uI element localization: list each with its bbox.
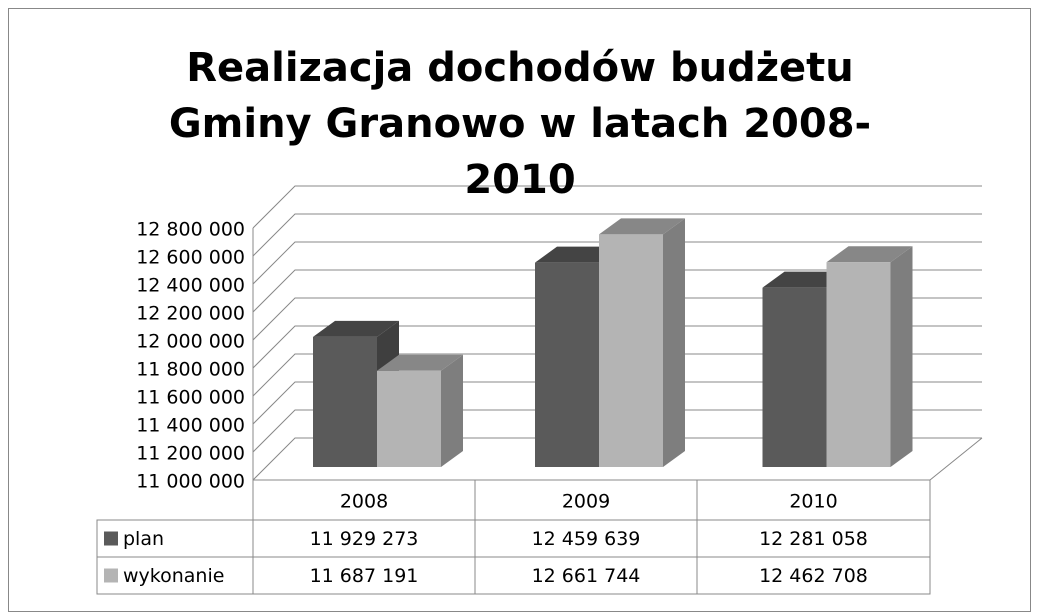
y-tick-label: 11 600 000 (136, 387, 245, 409)
grid-line (252, 185, 982, 229)
y-tick-label: 11 200 000 (136, 443, 245, 465)
y-tick-label: 12 400 000 (136, 275, 245, 297)
grid-line (252, 269, 982, 313)
legend-swatch (104, 531, 118, 546)
legend-label: plan (123, 528, 164, 550)
y-tick-label: 12 000 000 (136, 331, 245, 353)
bar-side (441, 354, 463, 467)
table-value: 11 929 273 (310, 528, 419, 550)
x-tick-label: 2008 (340, 491, 388, 513)
bar-top (313, 320, 399, 337)
bar-front (762, 287, 827, 467)
y-tick-label: 12 800 000 (136, 219, 245, 241)
chart-border (8, 8, 1031, 612)
bar-top (826, 246, 913, 263)
bar-front (599, 234, 663, 467)
chart-title: Realizacja dochodów budżetu Gminy Granow… (168, 45, 872, 203)
grid-line (252, 213, 982, 257)
bar-front (535, 262, 599, 467)
bar-side (663, 218, 685, 467)
table-value: 12 459 639 (532, 528, 641, 550)
grid-line (252, 241, 982, 285)
grid-line (252, 325, 982, 369)
x-tick-label: 2010 (789, 491, 837, 513)
table-value: 11 687 191 (310, 565, 419, 587)
table-value: 12 281 058 (759, 528, 868, 550)
grid-line (252, 297, 982, 341)
grid-line (252, 353, 982, 397)
bar (377, 354, 463, 467)
bar-front (313, 336, 377, 467)
bar-top (599, 218, 685, 235)
bar (599, 218, 685, 467)
y-tick-label: 11 400 000 (136, 415, 245, 437)
y-tick-label: 11 800 000 (136, 359, 245, 381)
grid-line (252, 437, 982, 481)
bar-front (826, 262, 891, 467)
bar-top (377, 354, 463, 371)
y-tick-label: 12 600 000 (136, 247, 245, 269)
x-tick-label: 2009 (562, 491, 610, 513)
bar-side (890, 246, 913, 467)
bar-front (377, 370, 441, 467)
legend-swatch (104, 568, 118, 583)
table-value: 12 661 744 (532, 565, 641, 587)
bar (826, 246, 913, 467)
y-tick-label: 12 200 000 (136, 303, 245, 325)
legend-label: wykonanie (123, 565, 224, 587)
y-tick-label: 11 000 000 (136, 471, 245, 493)
table-value: 12 462 708 (759, 565, 868, 587)
grid-line (252, 409, 982, 453)
grid-line (252, 381, 982, 425)
